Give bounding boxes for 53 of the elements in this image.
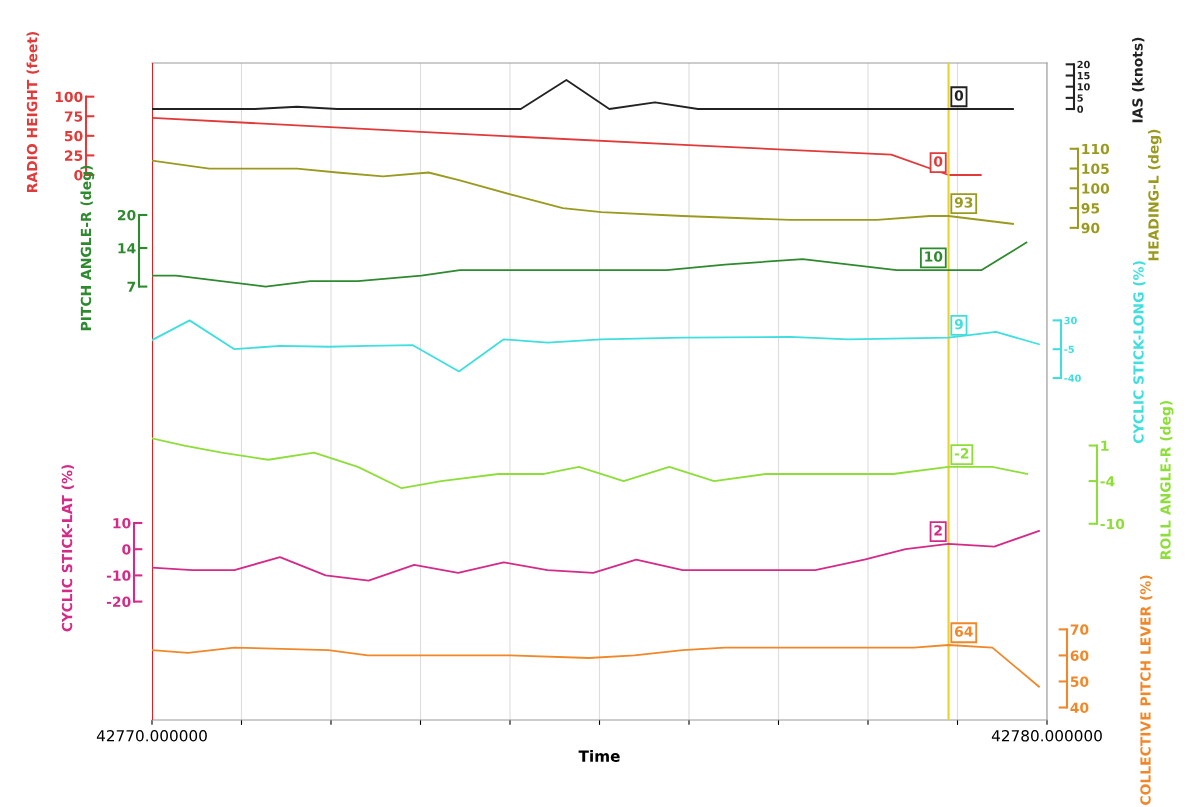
y-tick-label: 10	[113, 517, 131, 529]
y-tick-label: 14	[118, 243, 136, 254]
y-tick-label: 0	[1077, 105, 1084, 113]
y-tick-label: 75	[64, 111, 83, 122]
data-label: 64	[954, 626, 973, 637]
y-tick-label: 100	[55, 91, 83, 103]
data-label: 9	[954, 318, 963, 330]
data-label: 2	[934, 525, 942, 536]
line-series	[152, 437, 1029, 490]
y-axis-title: ROLL ANGLE-R (deg)	[1160, 400, 1174, 559]
data-label: 93	[954, 197, 973, 208]
y-tick-label: 10	[1077, 83, 1090, 91]
y-axis-title: CYCLIC STICK-LONG (%)	[1133, 261, 1146, 444]
y-axis-title: COLLECTIVE PITCH LEVER (%)	[1140, 575, 1153, 805]
y-tick-label: 7	[127, 281, 136, 292]
line-series	[152, 116, 982, 176]
y-tick-label: 1	[1101, 440, 1109, 451]
y-tick-label: 0	[122, 544, 131, 555]
y-tick-label: 25	[64, 150, 83, 161]
line-series	[152, 79, 1014, 110]
y-axis-title: HEADING-L (deg)	[1148, 129, 1162, 261]
y-tick-label: 5	[1077, 94, 1083, 102]
x-tick-label: 42770.000000	[96, 729, 207, 742]
y-tick-label: -20	[106, 596, 131, 608]
y-tick-label: 20	[1077, 60, 1090, 69]
data-label: 0	[933, 156, 943, 167]
y-tick-label: 50	[64, 130, 83, 142]
y-tick-label: 15	[1077, 72, 1090, 80]
y-tick-label: 50	[1070, 676, 1089, 687]
y-tick-label: 105	[1082, 163, 1109, 175]
y-tick-label: -10	[1100, 518, 1125, 530]
y-tick-label: -40	[1064, 374, 1081, 382]
y-tick-label: 40	[1070, 702, 1089, 713]
y-tick-label: 110	[1082, 143, 1110, 155]
y-tick-label: -10	[106, 570, 131, 581]
x-axis-title: Time	[578, 750, 620, 762]
y-axis-title: CYCLIC STICK-LAT (%)	[61, 464, 74, 632]
data-label: 10	[925, 251, 943, 262]
y-tick-label: 20	[117, 209, 136, 221]
y-tick-label: 30	[1064, 316, 1077, 325]
data-label: 0	[954, 90, 964, 101]
y-axis-title: IAS (knots)	[1132, 37, 1145, 123]
line-series	[152, 241, 1028, 288]
y-tick-label: 70	[1070, 624, 1089, 635]
y-tick-label: -4	[1100, 476, 1115, 487]
y-tick-label: -5	[1064, 345, 1074, 354]
y-tick-label: 60	[1070, 650, 1089, 661]
y-tick-label: 90	[1081, 222, 1100, 234]
y-tick-label: 100	[1082, 183, 1110, 194]
data-label: -2	[954, 448, 969, 459]
x-tick-label: 42780.000000	[991, 729, 1102, 742]
y-axis-title: RADIO HEIGHT (feet)	[26, 31, 39, 193]
y-tick-label: 95	[1081, 203, 1100, 214]
